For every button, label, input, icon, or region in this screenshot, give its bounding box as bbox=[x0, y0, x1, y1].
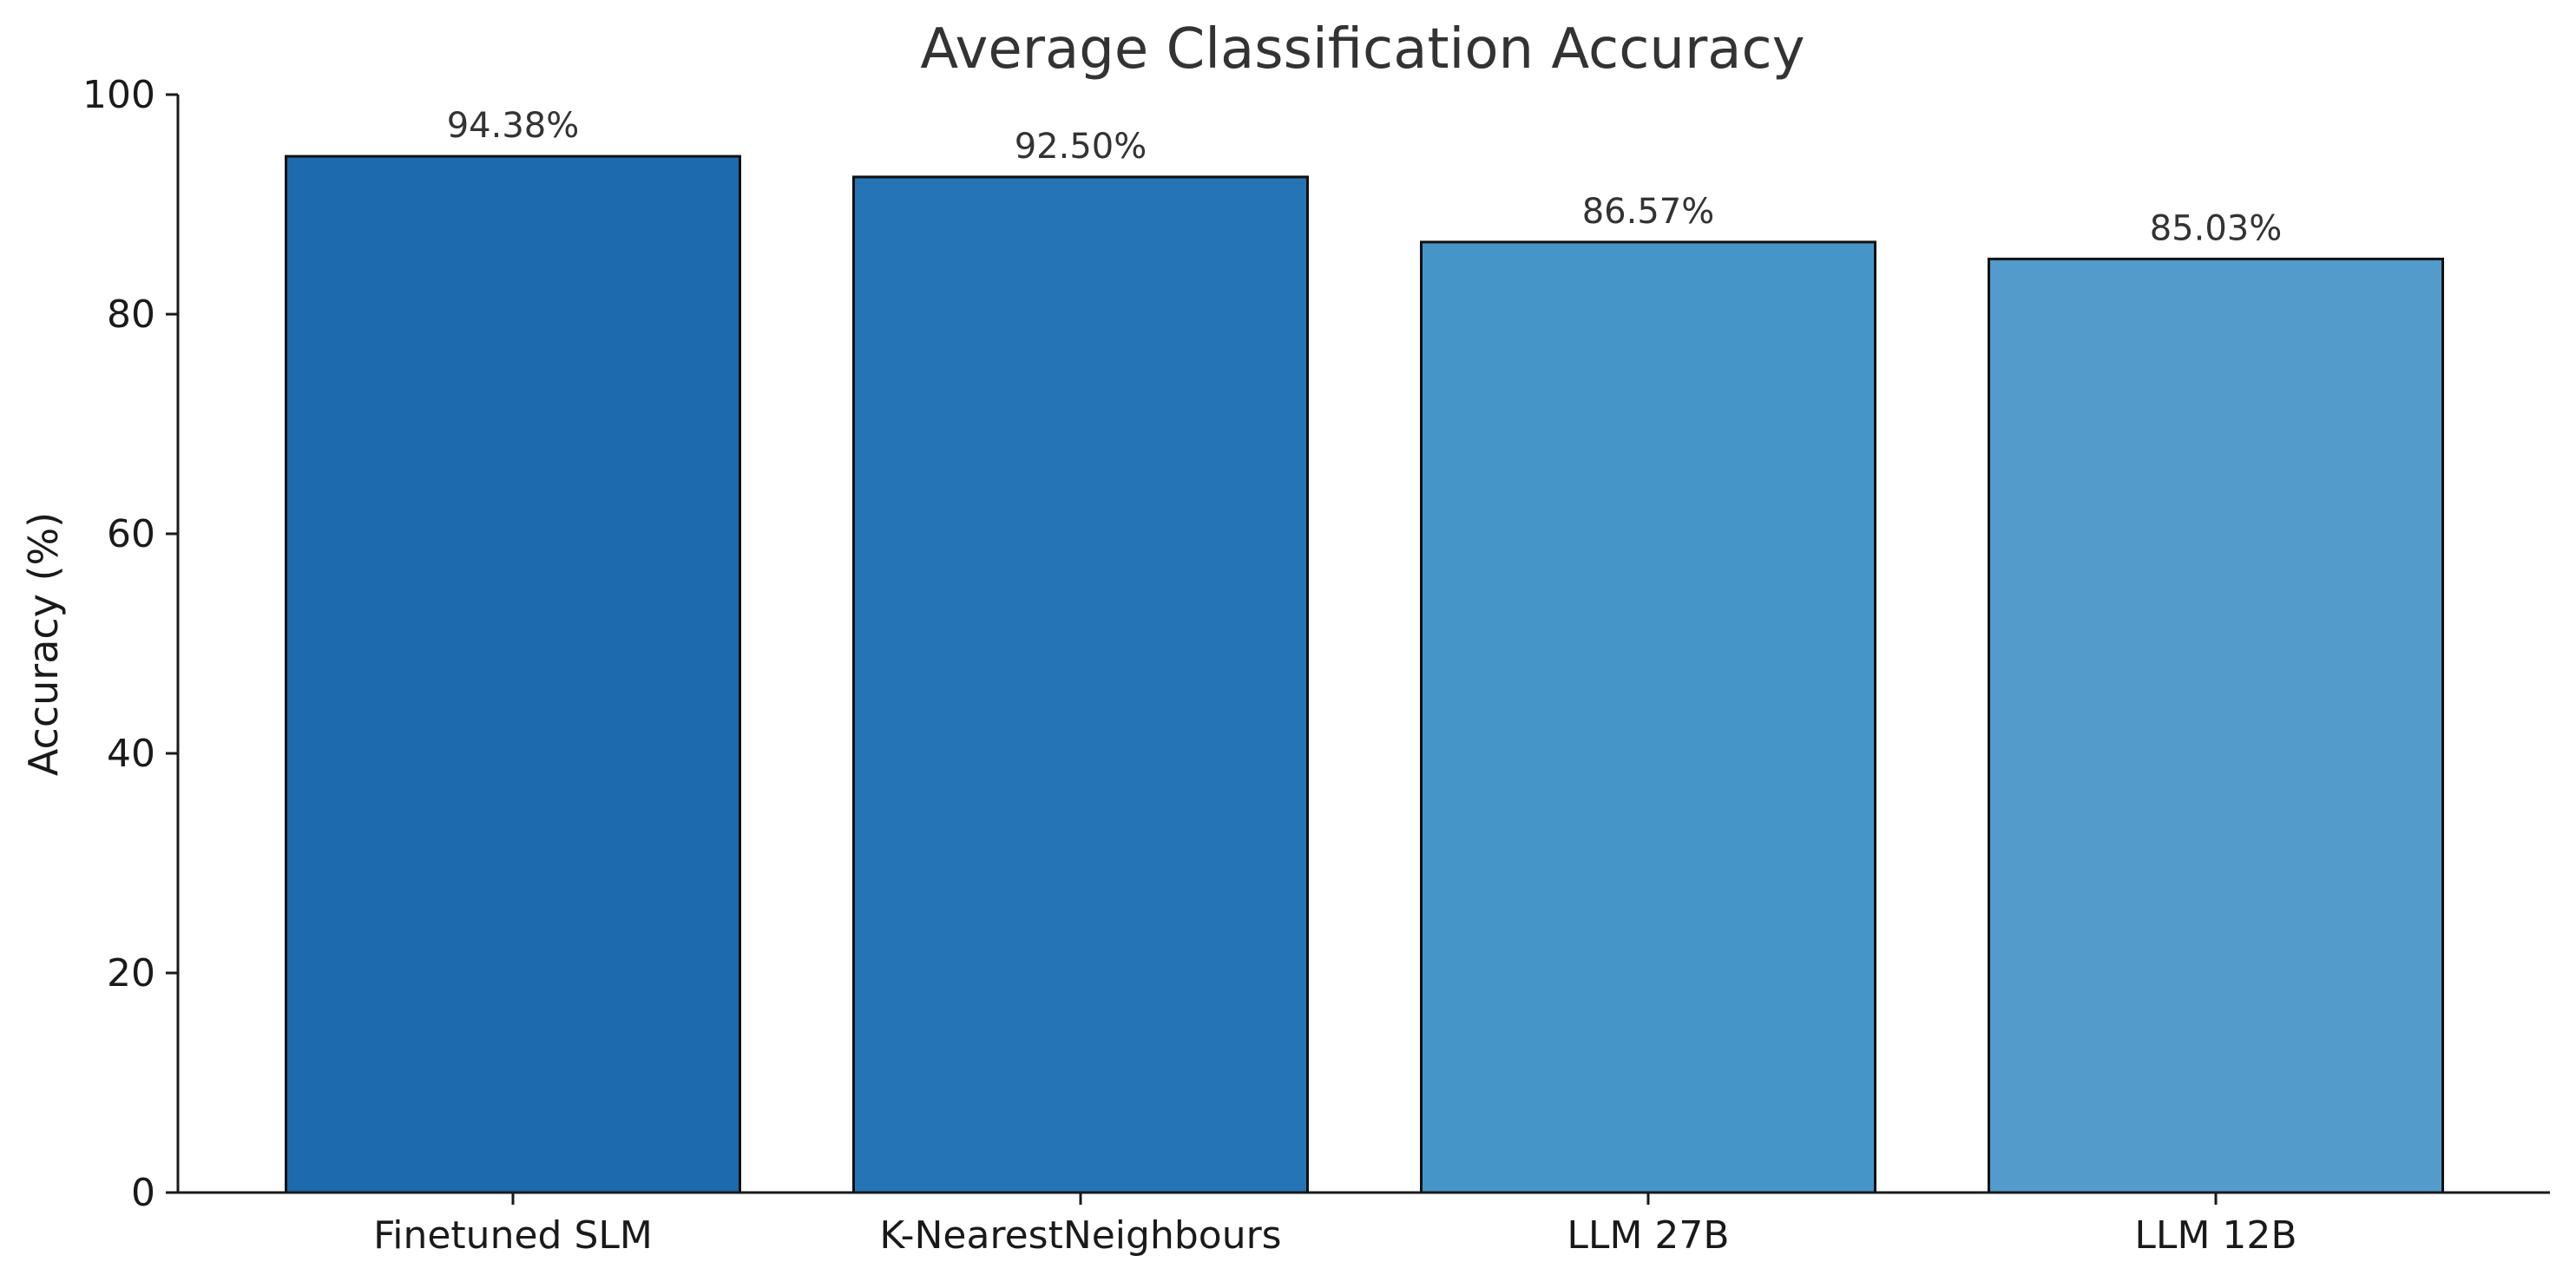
bar-value-label: 92.50% bbox=[1015, 127, 1147, 167]
bar-value-label: 94.38% bbox=[447, 106, 580, 146]
y-axis-label: Accuracy (%) bbox=[20, 512, 67, 776]
y-tick-label: 40 bbox=[107, 732, 155, 776]
x-tick-label: LLM 27B bbox=[1567, 1213, 1729, 1258]
bar bbox=[852, 175, 1309, 1194]
bar-value-label: 85.03% bbox=[2150, 208, 2283, 248]
x-tick-label: Finetuned SLM bbox=[373, 1213, 653, 1258]
y-tick-label: 100 bbox=[82, 73, 155, 117]
plot-area: 0 20 40 60 80 100 94.38% Finetuned SLM 92.50% K-N… bbox=[82, 73, 2550, 1258]
bar bbox=[285, 154, 741, 1194]
x-tick-label: LLM 12B bbox=[2134, 1213, 2297, 1258]
y-tick-label: 80 bbox=[107, 292, 155, 337]
bar-value-label: 86.57% bbox=[1582, 192, 1715, 232]
bar bbox=[1988, 257, 2444, 1194]
chart-title: Average Classification Accuracy bbox=[920, 17, 1804, 82]
bar bbox=[1420, 240, 1876, 1194]
y-tick-label: 60 bbox=[107, 512, 155, 556]
y-tick-label: 20 bbox=[107, 951, 155, 996]
x-tick-label: K-NearestNeighbours bbox=[879, 1213, 1281, 1258]
y-tick-label: 0 bbox=[131, 1171, 155, 1215]
